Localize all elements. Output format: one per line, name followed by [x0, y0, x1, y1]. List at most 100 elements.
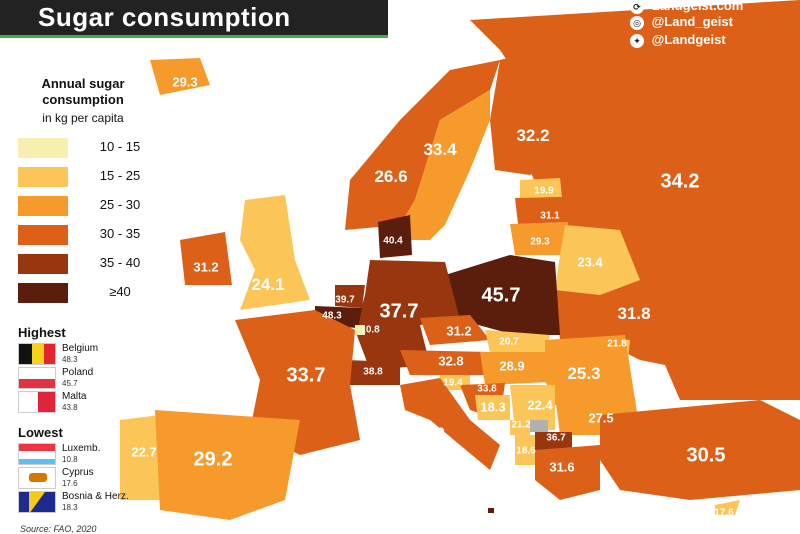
region-serbia — [510, 385, 555, 430]
legend-label: ≥40 — [109, 284, 131, 299]
label-moldova: 21.8 — [607, 338, 627, 350]
title-bar: Sugar consumption — [0, 0, 388, 38]
label-belarus: 23.4 — [577, 254, 603, 270]
legend-swatch — [18, 167, 68, 187]
twitter-handle[interactable]: @Landgeist — [651, 32, 726, 47]
label-germany: 37.7 — [379, 300, 419, 323]
label-finland: 32.2 — [516, 126, 550, 145]
region-malta — [488, 508, 494, 513]
region-turkey — [600, 400, 800, 500]
highest-heading: Highest — [18, 325, 66, 340]
region-denmark — [378, 215, 412, 258]
legend-swatch — [18, 196, 68, 216]
region-finland — [490, 50, 560, 175]
label-bosnia: 18.3 — [480, 399, 506, 415]
label-spain: 29.2 — [193, 448, 233, 471]
label-sweden: 26.6 — [374, 167, 408, 186]
region-spain — [155, 410, 300, 520]
label-bulgaria: 27.5 — [588, 410, 614, 426]
region-romania — [545, 335, 635, 405]
label-montenegro: 21.2 — [511, 419, 531, 431]
region-montenegro — [510, 420, 530, 435]
label-belgium: 48.3 — [322, 310, 342, 322]
region-belarus — [555, 225, 640, 295]
label-iceland: 29.3 — [172, 74, 198, 90]
region-iceland — [150, 58, 210, 95]
legend-swatch — [18, 283, 68, 303]
label-denmark: 40.4 — [383, 235, 403, 247]
region-slovakia — [485, 330, 550, 352]
legend-swatch — [18, 225, 68, 245]
label-slovakia: 20.7 — [499, 336, 519, 348]
cyprus-flag-icon — [18, 467, 56, 489]
region-netherlands — [335, 285, 365, 308]
label-ukraine: 31.8 — [617, 304, 651, 323]
region-cyprus — [715, 500, 740, 515]
label-luxembourg: 10.8 — [360, 324, 380, 336]
label-latvia: 31.1 — [540, 210, 560, 222]
legend-subtitle: in kg per capita — [42, 111, 124, 125]
region-czechia — [420, 315, 490, 345]
instagram-icon: ◎ — [630, 15, 644, 30]
label-czechia: 31.2 — [446, 323, 472, 339]
label-portugal: 22.7 — [131, 444, 157, 460]
label-italy: 32.9 — [419, 424, 445, 440]
page-title: Sugar consumption — [38, 2, 291, 32]
label-albania: 18.6 — [516, 445, 536, 457]
label-france: 33.7 — [286, 364, 326, 387]
label-slovenia: 19.4 — [443, 377, 463, 389]
luxembourg-flag-icon — [18, 443, 56, 465]
region-macedonia — [535, 432, 572, 450]
legend-swatch — [18, 254, 68, 274]
region-ireland — [180, 232, 232, 285]
label-macedonia: 36.7 — [546, 432, 566, 444]
label-uk: 24.1 — [251, 275, 285, 294]
label-russia: 34.2 — [660, 170, 700, 193]
region-hungary — [480, 352, 550, 385]
region-portugal — [120, 415, 160, 500]
legend-label: 35 - 40 — [99, 255, 141, 270]
label-serbia: 22.4 — [527, 397, 553, 413]
region-sweden — [400, 90, 490, 240]
source-note: Source: FAO, 2020 — [20, 524, 97, 534]
label-switzerland: 38.8 — [363, 366, 383, 378]
label-greece: 31.6 — [549, 459, 575, 475]
region-luxembourg — [355, 325, 365, 335]
region-switzerland — [345, 360, 400, 385]
region-germany — [355, 260, 460, 370]
label-austria: 32.8 — [438, 353, 464, 369]
bosnia-flag-icon — [18, 491, 56, 513]
label-croatia: 33.8 — [477, 383, 497, 395]
label-estonia: 19.9 — [534, 185, 554, 197]
label-romania: 25.3 — [567, 364, 601, 383]
lowest-heading: Lowest — [18, 425, 63, 440]
malta-flag-icon — [18, 391, 56, 413]
region-italy — [400, 378, 500, 470]
region-estonia — [520, 178, 562, 198]
instagram-handle[interactable]: @Land_geist — [651, 14, 733, 29]
region-norway — [345, 60, 500, 230]
legend-label: 15 - 25 — [99, 168, 141, 183]
legend-label: 10 - 15 — [99, 139, 141, 154]
legend-swatch — [18, 138, 68, 158]
region-uk — [240, 195, 310, 310]
region-greece — [535, 445, 600, 500]
twitter-icon: ✦ — [630, 33, 644, 48]
label-ireland: 31.2 — [193, 259, 219, 275]
region-austria — [400, 350, 490, 375]
label-hungary: 28.9 — [499, 358, 525, 374]
label-norway: 33.4 — [423, 140, 457, 159]
legend-label: 25 - 30 — [99, 197, 141, 212]
twitter-row[interactable]: ✦ @Landgeist — [630, 32, 726, 48]
region-bosnia — [475, 395, 510, 420]
instagram-row[interactable]: ◎ @Land_geist — [630, 14, 733, 30]
region-ukraine — [555, 280, 690, 370]
region-kosovo — [530, 420, 548, 432]
label-turkey: 30.5 — [686, 444, 726, 467]
legend-label: 30 - 35 — [99, 226, 141, 241]
website-link[interactable]: Landgeist.com — [651, 0, 744, 13]
poland-flag-icon — [18, 367, 56, 389]
website-row[interactable]: ⟳ Landgeist.com — [630, 0, 743, 14]
label-lithuania: 29.3 — [530, 236, 550, 248]
